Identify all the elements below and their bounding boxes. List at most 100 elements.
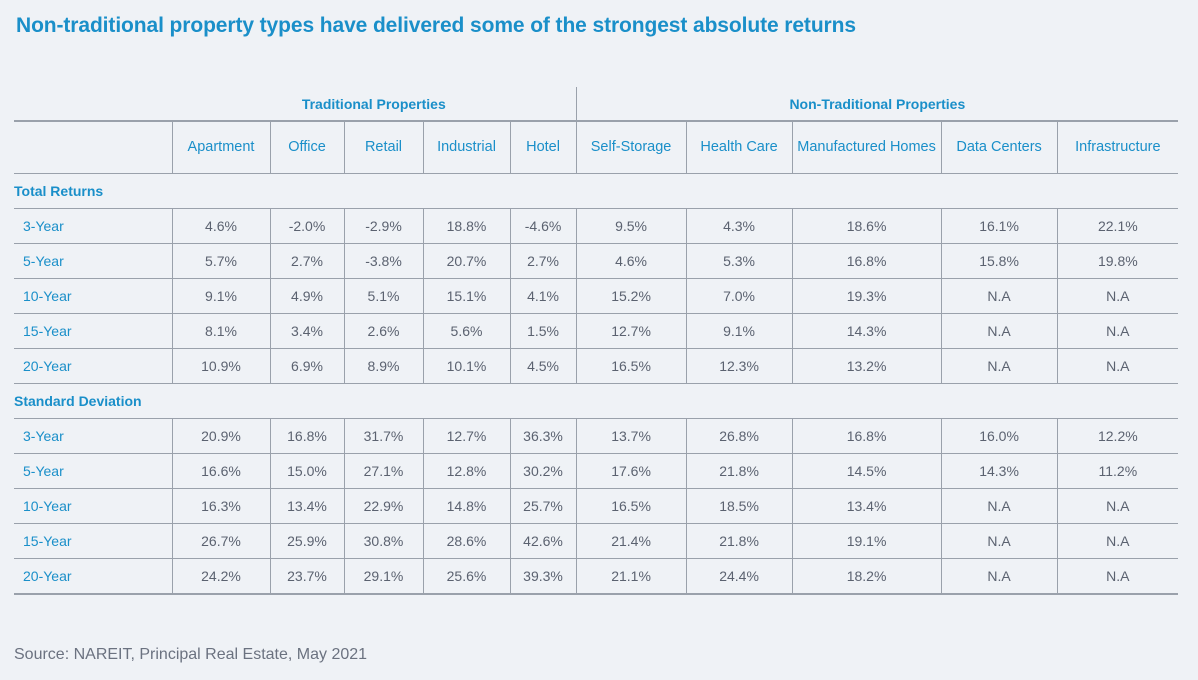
row-label: 15-Year [14, 313, 172, 349]
table-cell: N.A [1056, 278, 1179, 314]
row-label: 20-Year [14, 348, 172, 384]
group-header-traditional: Traditional Properties [301, 95, 446, 112]
table-cell: 9.5% [575, 208, 687, 244]
table-cell: N.A [1056, 488, 1179, 524]
table-body: Total Returns 3-Year 4.6% -2.0% -2.9% 18.8% -4… [14, 173, 1179, 595]
table-cell: 25.6% [422, 558, 510, 595]
table-row: 10-Year 16.3% 13.4% 22.9% 14.8% 25.7% 16.5% 18.… [14, 488, 1179, 524]
table-cell: 25.9% [269, 523, 344, 559]
table-row: 15-Year 8.1% 3.4% 2.6% 5.6% 1.5% 12.7% 9.1% 14.3… [14, 313, 1179, 349]
table-cell: 4.1% [509, 278, 577, 314]
row-label: 3-Year [14, 208, 172, 244]
table-cell: 31.7% [343, 418, 423, 454]
table-cell: 4.6% [171, 208, 270, 244]
table-cell: 16.8% [791, 243, 942, 279]
column-header-health-care: Health Care [685, 120, 793, 174]
column-header-industrial: Industrial [422, 120, 510, 174]
table-cell: 7.0% [685, 278, 793, 314]
row-label: 5-Year [14, 243, 172, 279]
table-row: 15-Year 26.7% 25.9% 30.8% 28.6% 42.6% 21.4% 21.… [14, 523, 1179, 559]
table-cell: 26.8% [685, 418, 793, 454]
table-cell: 24.2% [171, 558, 270, 595]
table-cell: 10.9% [171, 348, 270, 384]
table-cell: 9.1% [685, 313, 793, 349]
group-header-row: Traditional Properties Non-Traditional P… [14, 87, 1179, 121]
group-header-non-traditional: Non-Traditional Properties [575, 87, 1179, 121]
table-cell: 42.6% [509, 523, 577, 559]
table-cell: -2.9% [343, 208, 423, 244]
table-cell: 19.3% [791, 278, 942, 314]
table-cell: 23.7% [269, 558, 344, 595]
table-cell: 19.8% [1056, 243, 1179, 279]
table-cell: 11.2% [1056, 453, 1179, 489]
column-header-hotel: Hotel [509, 120, 577, 174]
table-cell: 13.4% [791, 488, 942, 524]
row-label: 3-Year [14, 418, 172, 454]
table-row: 3-Year 4.6% -2.0% -2.9% 18.8% -4.6% 9.5% 4.3% 18… [14, 208, 1179, 244]
table-row: 20-Year 24.2% 23.7% 29.1% 25.6% 39.3% 21.1% 24.… [14, 558, 1179, 595]
table-cell: N.A [1056, 348, 1179, 384]
table-row: 3-Year 20.9% 16.8% 31.7% 12.7% 36.3% 13.7% 26.8… [14, 418, 1179, 454]
table-cell: 10.1% [422, 348, 510, 384]
table-cell: 24.4% [685, 558, 793, 595]
table-cell: N.A [940, 523, 1058, 559]
table-cell: 4.5% [509, 348, 577, 384]
table-cell: 2.6% [343, 313, 423, 349]
table-cell: 12.7% [575, 313, 687, 349]
table-cell: 14.8% [422, 488, 510, 524]
table-cell: 1.5% [509, 313, 577, 349]
returns-table: Traditional Properties Non-Traditional P… [14, 87, 1179, 595]
row-label: 20-Year [14, 558, 172, 595]
table-cell: 25.7% [509, 488, 577, 524]
column-header-infrastructure: Infrastructure [1056, 120, 1179, 174]
column-header-retail: Retail [343, 120, 423, 174]
table-cell: 30.2% [509, 453, 577, 489]
column-header-manufactured-homes: Manufactured Homes [791, 120, 942, 174]
table-cell: 15.8% [940, 243, 1058, 279]
table-row: 5-Year 5.7% 2.7% -3.8% 20.7% 2.7% 4.6% 5.3% 16.8… [14, 243, 1179, 279]
table-cell: 13.2% [791, 348, 942, 384]
table-cell: 17.6% [575, 453, 687, 489]
table-cell: 18.6% [791, 208, 942, 244]
table-cell: N.A [1056, 313, 1179, 349]
column-header-apartment: Apartment [171, 120, 270, 174]
table-cell: 12.2% [1056, 418, 1179, 454]
section-header-row: Standard Deviation [14, 383, 1179, 419]
table-cell: 21.1% [575, 558, 687, 595]
table-cell: 22.1% [1056, 208, 1179, 244]
table-cell: N.A [940, 488, 1058, 524]
table-cell: 21.8% [685, 523, 793, 559]
row-label: 10-Year [14, 488, 172, 524]
table-cell: 4.9% [269, 278, 344, 314]
column-header-blank [14, 120, 172, 174]
section-label: Standard Deviation [14, 383, 1179, 419]
table-cell: 16.8% [269, 418, 344, 454]
table-cell: 13.4% [269, 488, 344, 524]
page-title: Non-traditional property types have deli… [16, 14, 856, 37]
table-cell: 5.6% [422, 313, 510, 349]
table-cell: N.A [940, 348, 1058, 384]
table-cell: 16.1% [940, 208, 1058, 244]
table-cell: 4.3% [685, 208, 793, 244]
table-cell: 16.6% [171, 453, 270, 489]
table-cell: -4.6% [509, 208, 577, 244]
table-cell: 13.7% [575, 418, 687, 454]
table-cell: 14.5% [791, 453, 942, 489]
table-cell: 22.9% [343, 488, 423, 524]
table-cell: 18.8% [422, 208, 510, 244]
source-note: Source: NAREIT, Principal Real Estate, M… [14, 646, 368, 663]
table-cell: 12.8% [422, 453, 510, 489]
table-cell: 18.2% [791, 558, 942, 595]
table-cell: 14.3% [791, 313, 942, 349]
column-header-office: Office [269, 120, 344, 174]
group-header-spacer [14, 87, 172, 121]
column-header-data-centers: Data Centers [940, 120, 1058, 174]
table-cell: 5.3% [685, 243, 793, 279]
table-cell: 16.5% [575, 488, 687, 524]
table-cell: 9.1% [171, 278, 270, 314]
column-header-self-storage: Self-Storage [575, 120, 687, 174]
table-row: 5-Year 16.6% 15.0% 27.1% 12.8% 30.2% 17.6% 21.8… [14, 453, 1179, 489]
table-cell: 20.7% [422, 243, 510, 279]
table-cell: 28.6% [422, 523, 510, 559]
table-row: 10-Year 9.1% 4.9% 5.1% 15.1% 4.1% 15.2% 7.0% 19.… [14, 278, 1179, 314]
